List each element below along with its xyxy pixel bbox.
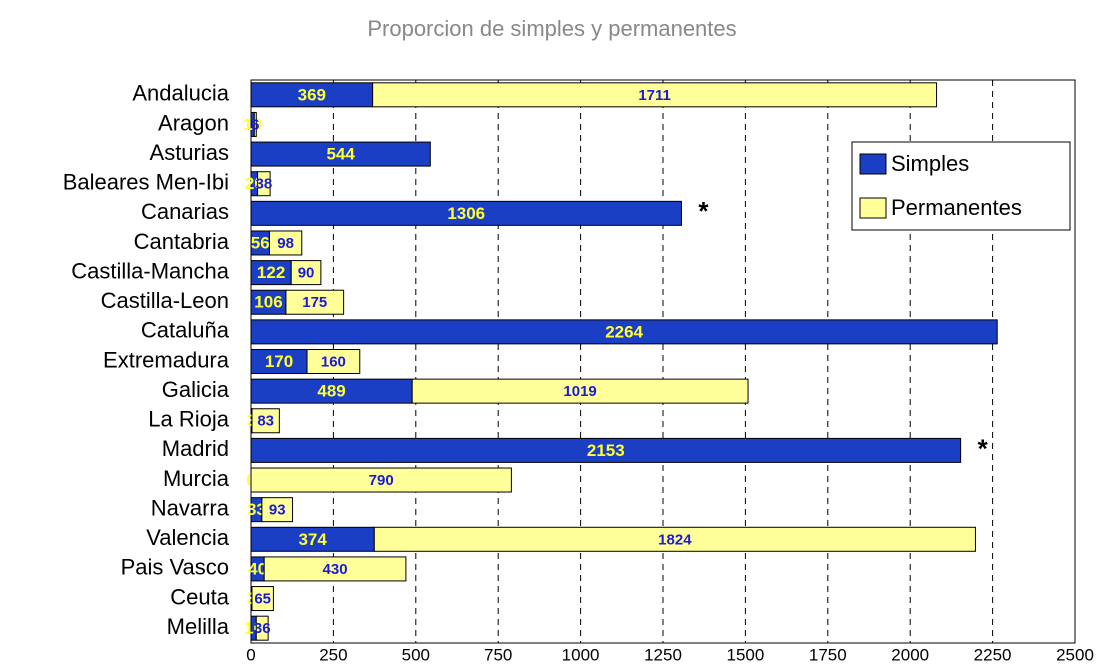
y-tick-label: Ceuta (170, 584, 229, 609)
bar-segment (306, 349, 361, 374)
y-tick-label: Asturias (150, 140, 229, 165)
chart-title: Proporcion de simples y permanentes (367, 16, 736, 41)
x-tick-label: 750 (484, 645, 512, 661)
data-label: 160 (321, 353, 346, 370)
x-tick-label: 1000 (562, 645, 600, 661)
legend-box (851, 141, 1071, 231)
x-tick-label: 250 (319, 645, 347, 661)
bar-segment (250, 141, 431, 167)
bar-segment (250, 437, 962, 463)
y-tick-label: La Rioja (148, 407, 229, 432)
legend-label: Simples (891, 151, 969, 176)
data-label: 790 (369, 472, 394, 489)
x-tick-label: 2500 (1056, 645, 1094, 661)
bar-segment (250, 349, 308, 374)
bar-segment (251, 408, 280, 434)
y-tick-label: Madrid (162, 436, 229, 461)
y-tick-label: Navarra (151, 495, 230, 520)
data-label: 33 (247, 500, 266, 519)
data-label: 374 (298, 530, 327, 549)
legend-swatch (859, 153, 887, 175)
data-label: 106 (254, 293, 282, 312)
annotation: * (698, 196, 709, 226)
y-tick-label: Aragon (158, 110, 229, 135)
y-tick-label: Extremadura (103, 347, 230, 372)
y-tick-label: Galicia (162, 377, 230, 402)
y-tick-label: Cataluña (141, 318, 230, 343)
bar-segment (373, 526, 976, 552)
data-label: 10 (243, 115, 262, 134)
bar-segment (250, 526, 375, 552)
data-label: 489 (317, 382, 345, 401)
data-label: 6 (251, 116, 259, 133)
bar-segment (250, 260, 292, 286)
data-label: 2153 (587, 441, 625, 460)
bar-segment (257, 171, 271, 197)
data-label: 430 (323, 561, 348, 578)
data-label: 83 (257, 413, 274, 430)
y-tick-label: Cantabria (134, 229, 230, 254)
data-label: 1711 (638, 87, 671, 104)
data-label: 98 (277, 235, 294, 252)
data-label: 369 (298, 85, 326, 104)
data-label: 36 (254, 620, 271, 637)
bar-segment (250, 378, 413, 404)
y-tick-label: Pais Vasco (121, 555, 229, 580)
data-label: 40 (248, 559, 267, 578)
bar-segment (250, 319, 998, 345)
bar-segment (253, 111, 257, 137)
x-tick-label: 500 (402, 645, 430, 661)
bar-segment (285, 289, 345, 315)
y-tick-label: Baleares Men-Ibi (63, 170, 229, 195)
bar-segment (261, 497, 294, 523)
bar-segment (255, 615, 269, 641)
x-tick-label: 2000 (891, 645, 929, 661)
x-tick-label: 1750 (809, 645, 847, 661)
bar-segment (250, 200, 682, 226)
y-tick-label: Castilla-Leon (101, 288, 229, 313)
x-tick-label: 1500 (726, 645, 764, 661)
x-tick-label: 2250 (974, 645, 1012, 661)
legend-swatch (859, 197, 887, 219)
data-label: 38 (256, 176, 273, 193)
data-label: 544 (326, 145, 355, 164)
bar-segment (251, 586, 274, 612)
x-tick-label: 1250 (644, 645, 682, 661)
bar-segment (268, 230, 303, 256)
bar-segment (372, 82, 938, 108)
annotation: * (978, 433, 989, 463)
data-label: 65 (254, 591, 271, 608)
data-label: 122 (257, 263, 285, 282)
data-label: 93 (269, 502, 286, 519)
y-tick-label: Castilla-Mancha (71, 258, 229, 283)
x-tick-label: 0 (246, 645, 255, 661)
y-tick-label: Valencia (146, 525, 230, 550)
legend-label: Permanentes (891, 195, 1022, 220)
bar-segment (290, 260, 322, 286)
data-label: 90 (298, 265, 315, 282)
data-label: 1824 (658, 531, 692, 548)
data-label: 56 (251, 233, 270, 252)
y-tick-label: Canarias (141, 199, 229, 224)
bar-segment (250, 467, 512, 493)
data-label: 175 (302, 294, 327, 311)
bar-segment (250, 289, 287, 315)
y-tick-label: Murcia (163, 466, 230, 491)
y-tick-label: Melilla (167, 614, 230, 639)
data-label: 1019 (563, 383, 596, 400)
bar-segment (263, 556, 407, 582)
data-label: 1306 (447, 204, 485, 223)
y-tick-label: Andalucia (132, 81, 229, 106)
bar-segment (250, 82, 374, 108)
bar-segment (411, 378, 749, 404)
data-label: 2264 (605, 322, 643, 341)
data-label: 170 (265, 352, 293, 371)
